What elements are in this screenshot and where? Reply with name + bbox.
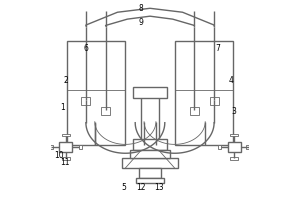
Bar	[246, 145, 249, 149]
Bar	[137, 141, 163, 148]
Bar	[190, 107, 199, 115]
Text: 9: 9	[139, 18, 144, 27]
Text: 2: 2	[63, 76, 68, 85]
Text: 13: 13	[154, 183, 164, 192]
Bar	[133, 87, 167, 98]
Bar	[101, 107, 110, 115]
Bar	[130, 150, 170, 158]
Bar	[61, 157, 70, 160]
Bar	[79, 145, 82, 149]
Text: 11: 11	[60, 158, 70, 167]
Bar	[122, 158, 178, 168]
Bar	[133, 139, 167, 150]
Bar	[59, 142, 72, 152]
Bar	[137, 89, 163, 96]
Text: 3: 3	[231, 107, 236, 116]
Bar	[230, 134, 238, 136]
Bar	[228, 142, 241, 152]
Bar	[139, 168, 161, 178]
Bar	[210, 97, 219, 105]
Bar	[136, 178, 164, 183]
Bar	[218, 145, 221, 149]
Text: 6: 6	[83, 44, 88, 53]
Text: 7: 7	[216, 44, 220, 53]
Text: 1: 1	[60, 103, 65, 112]
Text: 12: 12	[136, 183, 146, 192]
Bar	[141, 91, 159, 148]
Bar	[50, 145, 53, 149]
Bar	[81, 97, 90, 105]
Bar	[67, 41, 125, 145]
Text: 10: 10	[54, 151, 64, 160]
Bar	[61, 134, 70, 136]
Text: 5: 5	[121, 183, 126, 192]
Text: 8: 8	[139, 4, 143, 13]
Text: 4: 4	[228, 76, 233, 85]
Bar	[230, 157, 238, 160]
Bar	[175, 41, 233, 145]
